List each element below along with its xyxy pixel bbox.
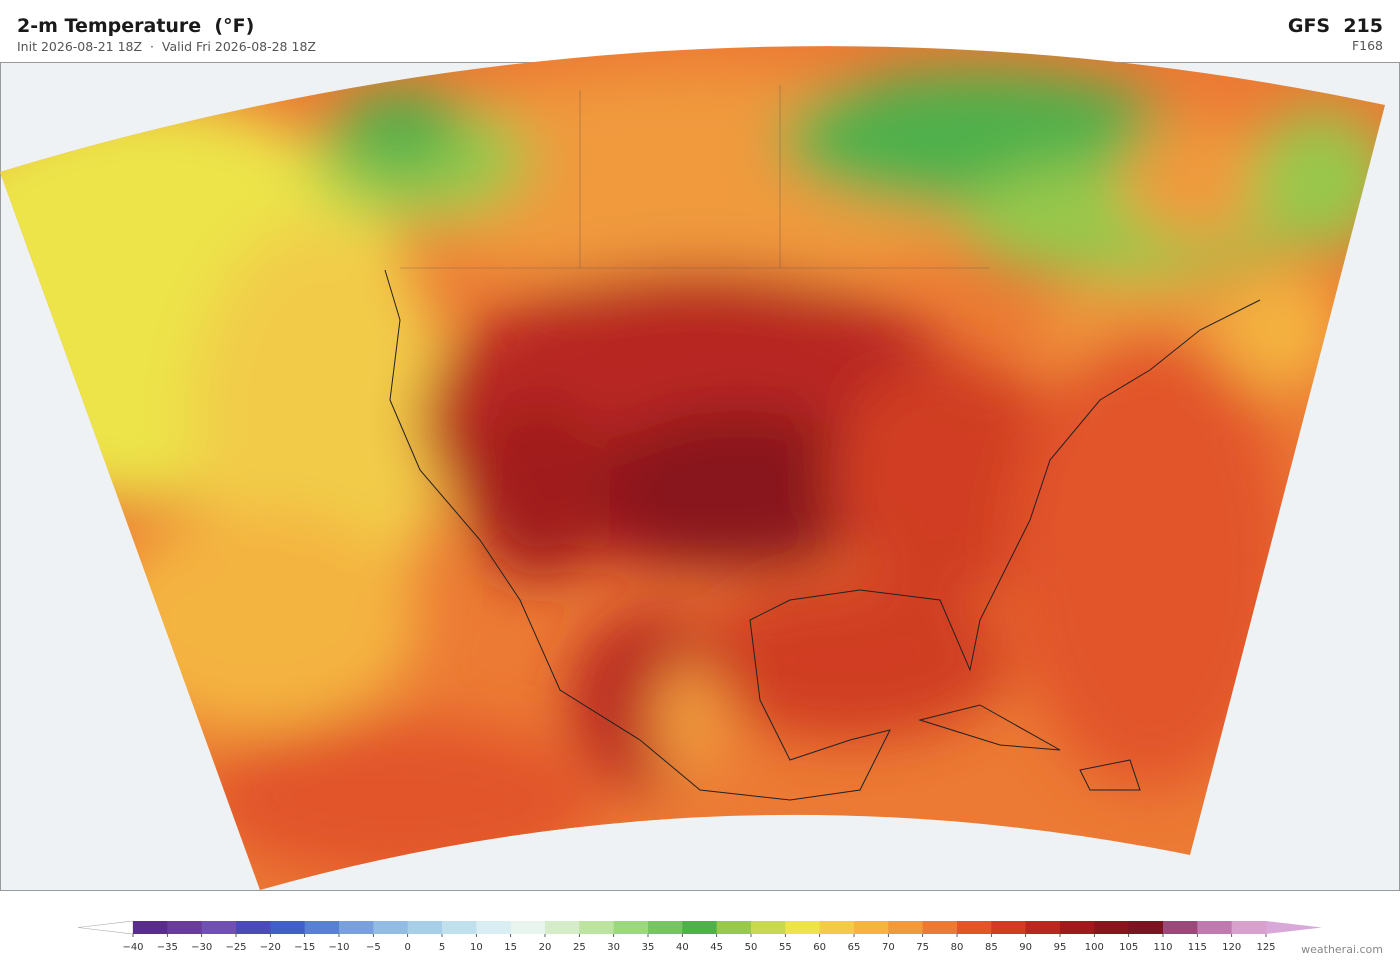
colorbar-tick-label: 95: [1054, 942, 1067, 953]
colorbar-bin: [922, 921, 958, 934]
colorbar-bin: [304, 921, 340, 934]
credit: weatherai.com: [1301, 943, 1383, 956]
colorbar-bin: [167, 921, 203, 934]
colorbar-bin: [1163, 921, 1198, 934]
colorbar-extend-high: [1266, 921, 1322, 934]
colorbar-bin: [510, 921, 546, 934]
colorbar-bin: [957, 921, 992, 934]
borders: [400, 85, 990, 269]
coastline: [384, 269, 1261, 801]
subtitle: Init 2026-08-21 18Z · Valid Fri 2026-08-…: [17, 39, 316, 54]
title: 2-m Temperature (°F): [17, 15, 255, 37]
colorbar-bin: [854, 921, 889, 934]
colorbar-tick-label: 35: [642, 942, 655, 953]
colorbar-tick-label: 120: [1222, 942, 1241, 953]
colorbar-tick-label: 25: [573, 942, 586, 953]
colorbar-tick-label: 80: [951, 942, 964, 953]
colorbar-bin: [133, 921, 168, 934]
colorbar-bin: [819, 921, 855, 934]
colorbar-tick-label: 5: [439, 942, 445, 953]
colorbar-bin: [579, 921, 615, 934]
colorbar-tick-label: 60: [813, 942, 826, 953]
colorbar-tick-label: 20: [539, 942, 552, 953]
colorbar-bin: [1060, 921, 1095, 934]
colorbar-tick-label: 50: [745, 942, 758, 953]
colorbar-bin: [648, 921, 683, 934]
colorbar-bin: [785, 921, 821, 934]
colorbar-bin: [716, 921, 752, 934]
colorbar-bin: [339, 921, 374, 934]
colorbar-bin: [888, 921, 924, 934]
colorbar-tick-label: −35: [157, 942, 178, 953]
colorbar-tick-label: −30: [191, 942, 212, 953]
colorbar-bin: [751, 921, 786, 934]
colorbar-tick-label: −25: [225, 942, 246, 953]
islands: [918, 704, 1141, 791]
colorbar-bin: [201, 921, 237, 934]
colorbar-tick-label: −5: [366, 942, 381, 953]
colorbar-tick-label: 75: [916, 942, 929, 953]
colorbar-tick-label: 30: [607, 942, 620, 953]
colorbar-bin: [545, 921, 580, 934]
colorbar-bin: [613, 921, 649, 934]
colorbar-bin: [1094, 921, 1130, 934]
colorbar-tick-label: −40: [122, 942, 143, 953]
forecast-hour: F168: [1351, 38, 1383, 53]
colorbar-tick-label: −10: [328, 942, 349, 953]
colorbar-bin: [270, 921, 306, 934]
colorbar-bin: [407, 921, 443, 934]
colorbar-bin: [1231, 921, 1267, 934]
colorbar-tick-label: 115: [1188, 942, 1207, 953]
colorbar-tick-label: 90: [1019, 942, 1032, 953]
colorbar-tick-label: 55: [779, 942, 792, 953]
colorbar-bin: [1025, 921, 1061, 934]
colorbar-bin: [373, 921, 409, 934]
colorbar-bin: [236, 921, 271, 934]
colorbar-tick-label: 40: [676, 942, 689, 953]
colorbar-bin: [442, 921, 477, 934]
colorbar-tick-label: 110: [1153, 942, 1172, 953]
model-name: GFS 215: [1287, 15, 1383, 37]
colorbar-bin: [682, 921, 718, 934]
colorbar-tick-label: 15: [504, 942, 517, 953]
colorbar-bin: [991, 921, 1027, 934]
colorbar-tick-label: 100: [1085, 942, 1104, 953]
colorbar-bin: [1128, 921, 1164, 934]
colorbar-tick-label: 105: [1119, 942, 1138, 953]
colorbar-bin: [476, 921, 512, 934]
colorbar-extend-low: [77, 920, 134, 935]
colorbar-tick-label: 65: [848, 942, 861, 953]
colorbar-tick-label: 45: [710, 942, 723, 953]
colorbar-bin: [1197, 921, 1233, 934]
colorbar-tick-label: 85: [985, 942, 998, 953]
colorbar-tick-label: 70: [882, 942, 895, 953]
colorbar-tick-label: 10: [470, 942, 483, 953]
colorbar-tick-label: −20: [260, 942, 281, 953]
colorbar-tick-label: 0: [404, 942, 410, 953]
colorbar-tick-label: −15: [294, 942, 315, 953]
colorbar-tick-label: 125: [1256, 942, 1275, 953]
